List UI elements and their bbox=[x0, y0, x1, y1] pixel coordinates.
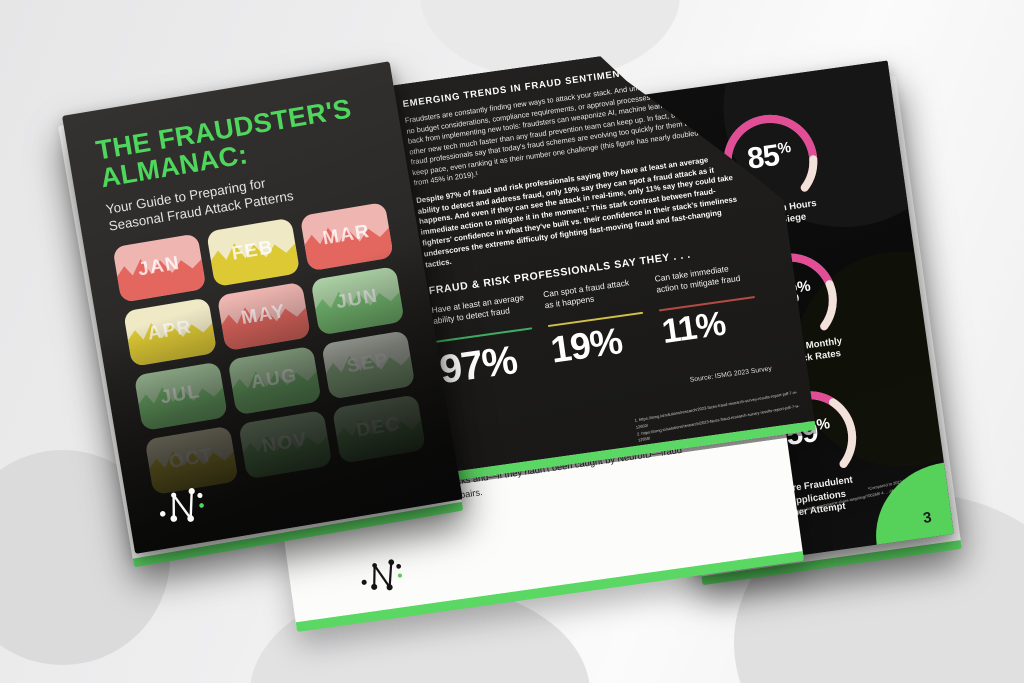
stat-column: Can take immediate action to mitigate fr… bbox=[654, 261, 762, 363]
stat-value: 97% bbox=[437, 338, 520, 393]
month-tile: NOV bbox=[238, 410, 333, 480]
stat-column: Can spot a fraud attack as it happens 19… bbox=[543, 276, 651, 378]
month-tile: DEC bbox=[332, 394, 427, 464]
month-tile: MAR bbox=[299, 202, 394, 272]
page-number: 3 bbox=[922, 508, 933, 527]
month-grid: JAN FEB MAR APR MAY JUN JUL AUG SEP OC bbox=[112, 202, 427, 496]
neuroid-logo bbox=[361, 559, 403, 591]
neuroid-logo bbox=[159, 488, 204, 522]
logo-green-dot bbox=[199, 503, 204, 508]
under-sheet-middle: transactions above their baselines. That… bbox=[256, 268, 805, 633]
month-tile: FEB bbox=[206, 217, 301, 288]
source-note: Source: ISMG 2023 Survey bbox=[689, 365, 773, 384]
logo-green-dot bbox=[397, 573, 403, 578]
month-tile: JAN bbox=[112, 233, 207, 303]
month-tile: MAY bbox=[216, 281, 311, 352]
month-tile: JUN bbox=[310, 266, 405, 336]
month-tile: SEP bbox=[321, 330, 416, 400]
stat-column: Have at least an average ability to dete… bbox=[431, 292, 539, 394]
month-tile: JUL bbox=[133, 361, 228, 432]
month-tile: APR bbox=[123, 297, 218, 368]
month-tile: AUG bbox=[227, 346, 322, 416]
stat-value: 19% bbox=[548, 320, 625, 371]
cover-page: THE FRAUDSTER'S ALMANAC: Your Guide to P… bbox=[62, 61, 463, 554]
